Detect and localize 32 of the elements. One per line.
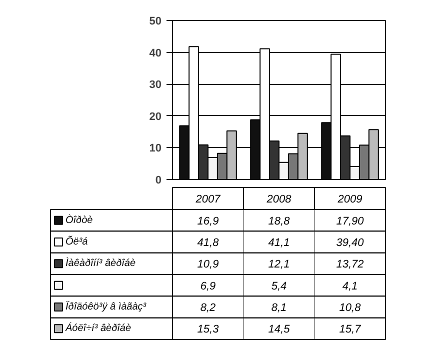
data-label: 13,72 <box>336 258 364 271</box>
data-label: 16,9 <box>197 215 219 228</box>
y-tick-label: 10 <box>149 142 162 155</box>
data-label: 17,90 <box>336 215 365 228</box>
y-tick-label: 50 <box>149 16 162 28</box>
y-tick-label: 30 <box>149 79 162 92</box>
data-label: 12,1 <box>268 258 290 271</box>
data-label: 4,1 <box>342 280 358 292</box>
legend-label: Òîðòè <box>66 214 94 226</box>
data-label: 41,8 <box>197 237 220 249</box>
legend-label: Ìàêàðîíí³ âèðîáè <box>66 257 136 270</box>
y-tick-label: 40 <box>149 47 162 60</box>
x-tick-label: 2007 <box>194 194 222 206</box>
y-tick-label: 20 <box>149 110 162 123</box>
data-label: 39,40 <box>336 237 365 249</box>
x-tick-label: 2009 <box>336 194 362 206</box>
data-label: 6,9 <box>200 280 216 292</box>
data-label: 8,2 <box>200 302 216 314</box>
data-label: 10,9 <box>197 258 219 271</box>
data-label: 8,1 <box>271 302 287 314</box>
data-label: 18,8 <box>268 215 291 228</box>
x-tick-label: 2008 <box>266 194 292 206</box>
legend-label: Õë³á <box>66 236 88 248</box>
legend-label: Ïðîäóêö³ÿ â ìàãàç³ <box>66 300 147 312</box>
data-label: 15,7 <box>339 324 362 336</box>
data-label: 41,1 <box>268 237 290 249</box>
legend-label: Áóëî÷í³ âèðîáè <box>64 322 132 334</box>
data-label: 10,8 <box>339 302 362 314</box>
data-label: 15,3 <box>197 324 220 336</box>
data-label: 14,5 <box>268 324 291 336</box>
data-label: 5,4 <box>271 280 287 292</box>
y-tick-label: 0 <box>155 174 162 186</box>
